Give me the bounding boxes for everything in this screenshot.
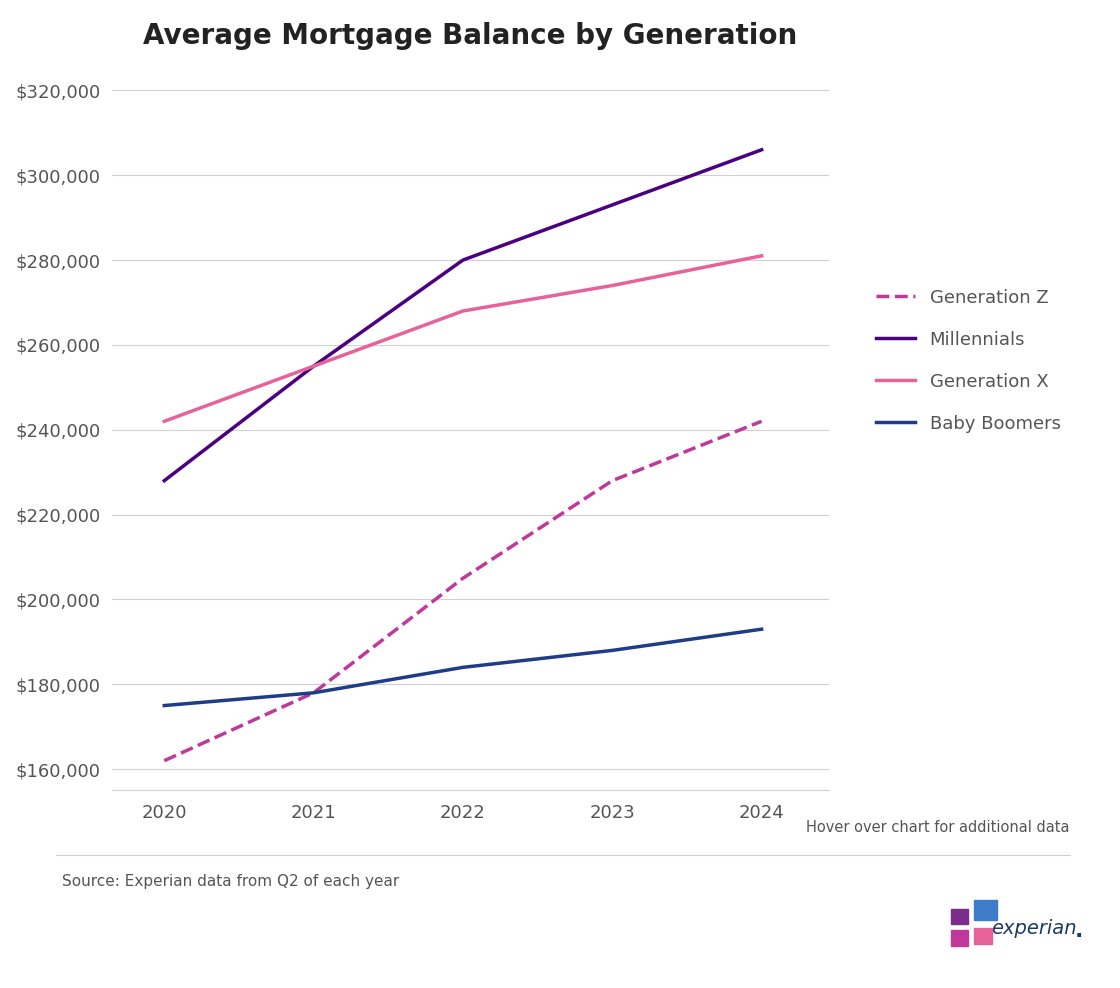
Text: experian: experian [991,919,1076,939]
Legend: Generation Z, Millennials, Generation X, Baby Boomers: Generation Z, Millennials, Generation X,… [867,281,1070,442]
Text: Source: Experian data from Q2 of each year: Source: Experian data from Q2 of each ye… [62,874,399,889]
Title: Average Mortgage Balance by Generation: Average Mortgage Balance by Generation [143,22,797,50]
Text: .: . [1075,921,1083,941]
Text: Hover over chart for additional data: Hover over chart for additional data [806,820,1070,835]
